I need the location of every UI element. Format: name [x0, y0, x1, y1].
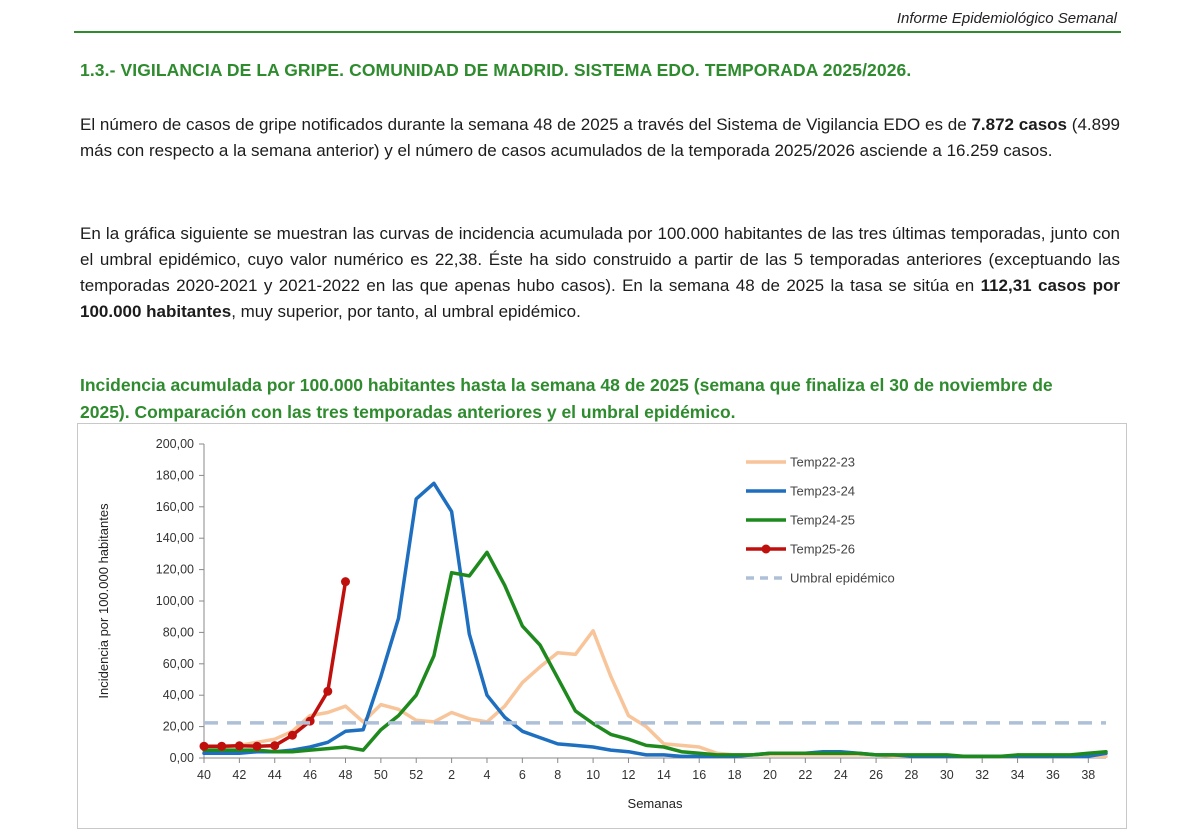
series-line-temp24-25	[202, 550, 1108, 759]
x-tick-label: 20	[763, 768, 777, 782]
paragraph-cases-text-1: El número de casos de gripe notificados …	[80, 115, 972, 134]
y-tick-label: 140,00	[156, 531, 194, 545]
x-tick-label: 16	[692, 768, 706, 782]
y-tick-label: 100,00	[156, 594, 194, 608]
x-tick-label: 22	[798, 768, 812, 782]
paragraph-incidence-text-2: , muy superior, por tanto, al umbral epi…	[231, 302, 581, 321]
x-tick-label: 18	[728, 768, 742, 782]
x-tick-label: 28	[904, 768, 918, 782]
x-tick-label: 46	[303, 768, 317, 782]
y-tick-label: 20,00	[163, 720, 194, 734]
legend-label-umbral-epid-mico: Umbral epidémico	[790, 571, 895, 586]
y-tick-label: 180,00	[156, 468, 194, 482]
y-tick-label: 0,00	[170, 751, 194, 765]
paragraph-cases: El número de casos de gripe notificados …	[80, 112, 1120, 164]
y-tick-label: 160,00	[156, 500, 194, 514]
paragraph-cases-bold: 7.872 casos	[971, 115, 1067, 134]
x-tick-label: 2	[448, 768, 455, 782]
x-tick-label: 34	[1011, 768, 1025, 782]
chart-axes: 0,00 20,00 40,00 60,00 80,00 100,00 120,00 140,…	[156, 437, 1106, 782]
x-tick-label: 12	[622, 768, 636, 782]
x-tick-label: 14	[657, 768, 671, 782]
x-tick-label: 44	[268, 768, 282, 782]
paragraph-incidence-bold: 112,31 casos por 100.000 habitantes	[80, 276, 1120, 321]
x-axis-title: Semanas	[628, 796, 683, 811]
x-tick-label: 32	[975, 768, 989, 782]
x-tick-label: 42	[232, 768, 246, 782]
series-point-temp25-26	[270, 741, 280, 751]
header-divider	[74, 31, 1121, 33]
y-tick-label: 40,00	[163, 688, 194, 702]
series-point-temp25-26	[252, 741, 262, 751]
series-point-temp25-26	[199, 741, 209, 751]
legend-label-temp23-24: Temp23-24	[790, 484, 855, 499]
y-axis-title: Incidencia por 100.000 habitantes	[96, 503, 111, 699]
chart-svg: 0,00 20,00 40,00 60,00 80,00 100,00 120,00 140,…	[96, 437, 1108, 811]
x-tick-label: 10	[586, 768, 600, 782]
paragraph-incidence: En la gráfica siguiente se muestran las …	[80, 221, 1120, 325]
chart-caption: Incidencia acumulada por 100.000 habitan…	[80, 375, 1053, 422]
y-tick-label: 80,00	[163, 625, 194, 639]
legend-label-temp22-23: Temp22-23	[790, 455, 855, 470]
y-tick-label: 60,00	[163, 657, 194, 671]
series-point-temp25-26	[323, 686, 333, 696]
series-point-temp25-26	[287, 730, 297, 740]
series-line-temp22-23	[202, 629, 1108, 759]
series-point-temp25-26	[340, 577, 350, 587]
paragraph-cases-text-2: (4.899 más con respecto a la semana ante…	[80, 115, 1120, 160]
paragraph-incidence-text-1: En la gráfica siguiente se muestran las …	[80, 224, 1120, 295]
x-tick-label: 40	[197, 768, 211, 782]
x-tick-label: 4	[484, 768, 491, 782]
incidence-chart: 0,00 20,00 40,00 60,00 80,00 100,00 120,00 140,…	[77, 423, 1127, 829]
x-tick-label: 8	[554, 768, 561, 782]
legend-label-temp24-25: Temp24-25	[790, 513, 855, 528]
x-tick-label: 26	[869, 768, 883, 782]
x-tick-label: 6	[519, 768, 526, 782]
x-tick-label: 38	[1081, 768, 1095, 782]
series-point-temp25-26	[234, 741, 244, 751]
legend-marker-temp25-26	[761, 544, 771, 554]
chart-legend: Temp22-23 Temp23-24 Temp24-25 Temp25-26 Umbr…	[746, 455, 895, 586]
legend-label-temp25-26: Temp25-26	[790, 542, 855, 557]
x-tick-label: 48	[339, 768, 353, 782]
series-point-temp25-26	[217, 741, 227, 751]
x-tick-label: 30	[940, 768, 954, 782]
chart-series	[199, 481, 1108, 759]
x-tick-label: 52	[409, 768, 423, 782]
section-title: 1.3.- VIGILANCIA DE LA GRIPE. COMUNIDAD …	[80, 60, 912, 80]
x-tick-label: 24	[834, 768, 848, 782]
x-tick-label: 36	[1046, 768, 1060, 782]
y-tick-label: 120,00	[156, 563, 194, 577]
y-tick-label: 200,00	[156, 437, 194, 451]
report-header-title: Informe Epidemiológico Semanal	[896, 10, 1117, 27]
x-tick-label: 50	[374, 768, 388, 782]
